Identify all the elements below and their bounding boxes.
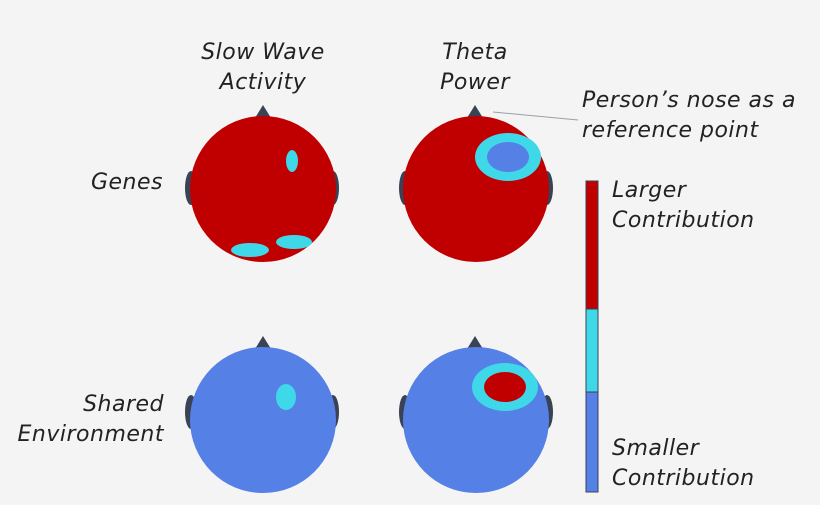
column-header-line: Activity (219, 70, 307, 95)
legend-bar (585, 180, 599, 493)
legend-segment-small (585, 391, 599, 493)
hotspot (286, 150, 298, 172)
nose-icon (255, 336, 271, 349)
row-label-line: Genes (90, 170, 163, 195)
head-shared-slow-wave (185, 336, 339, 493)
legend-label-line: Smaller (612, 436, 700, 461)
hotspot-core (484, 372, 526, 402)
legend-segment-large (585, 180, 599, 310)
annotation-line-1: Person’s nose as a (582, 88, 796, 113)
nose-annotation: Person’s nose as a reference point (582, 86, 814, 146)
head-shape (190, 116, 336, 262)
hotspot-core (487, 142, 529, 172)
row-label-shared-environment: Shared Environment (10, 390, 164, 450)
head-genes-theta (399, 105, 553, 262)
legend-label-line: Contribution (612, 208, 755, 233)
legend-label-larger: Larger Contribution (612, 176, 812, 236)
nose-icon (467, 105, 483, 118)
nose-icon (467, 336, 483, 349)
annotation-line (492, 111, 579, 121)
column-header-line: Power (440, 70, 510, 95)
row-label-line: Shared (83, 392, 164, 417)
annotation-line-2: reference point (582, 118, 759, 143)
hotspot (276, 235, 312, 249)
head-shape (403, 347, 549, 493)
column-header-slow-wave: Slow Wave Activity (188, 38, 338, 98)
row-label-line: Environment (17, 422, 164, 447)
legend-segment-medium (585, 308, 599, 393)
hotspot (231, 243, 269, 257)
row-label-genes: Genes (20, 168, 163, 198)
head-genes-slow-wave (185, 105, 339, 262)
column-header-line: Theta (442, 40, 508, 65)
legend-label-line: Larger (612, 178, 687, 203)
nose-icon (255, 105, 271, 118)
column-header-line: Slow Wave (201, 40, 325, 65)
head-shared-theta (399, 336, 553, 493)
head-shape (190, 347, 336, 493)
column-header-theta: Theta Power (405, 38, 545, 98)
legend-label-smaller: Smaller Contribution (612, 434, 812, 494)
hotspot (276, 384, 296, 410)
legend-label-line: Contribution (612, 466, 755, 491)
